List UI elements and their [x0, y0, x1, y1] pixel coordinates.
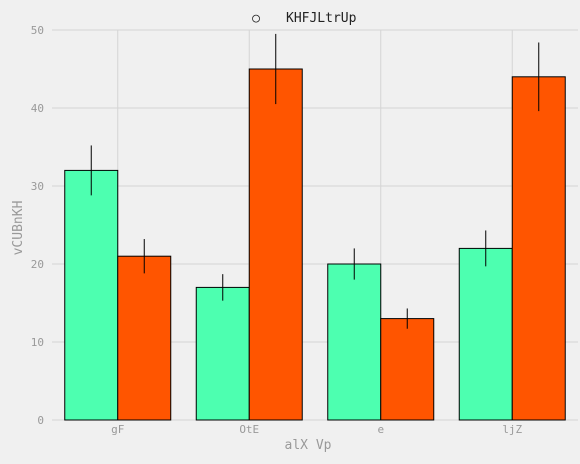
bar: [327, 263, 382, 421]
x-axis-label: alX Vp: [285, 438, 332, 453]
y-tick-label: 40: [31, 102, 44, 115]
bar: [117, 255, 172, 421]
bar: [458, 247, 513, 421]
y-axis-label: vCUBnKH: [11, 201, 26, 256]
bar: [511, 76, 566, 421]
bar: [64, 169, 119, 421]
y-tick-label: 50: [31, 24, 44, 37]
x-tick-label: gF: [111, 423, 124, 436]
bar: [248, 68, 303, 421]
bar: [195, 286, 250, 421]
error-bars: [90, 33, 540, 329]
y-tick-label: 30: [31, 180, 44, 193]
x-tick-label: ljZ: [502, 423, 522, 436]
chart-title-marker: ○: [252, 11, 260, 26]
y-tick-label: 0: [37, 414, 44, 427]
tick-labels: 0 10 20 30 40 50 gF OtE e ljZ: [31, 24, 523, 436]
chart-title: KHFJLtrUp: [286, 11, 357, 26]
bar: [380, 318, 435, 421]
y-tick-label: 20: [31, 258, 44, 271]
x-tick-label: OtE: [239, 423, 259, 436]
x-tick-label: e: [377, 423, 384, 436]
bars: [64, 68, 566, 421]
y-tick-label: 10: [31, 336, 44, 349]
